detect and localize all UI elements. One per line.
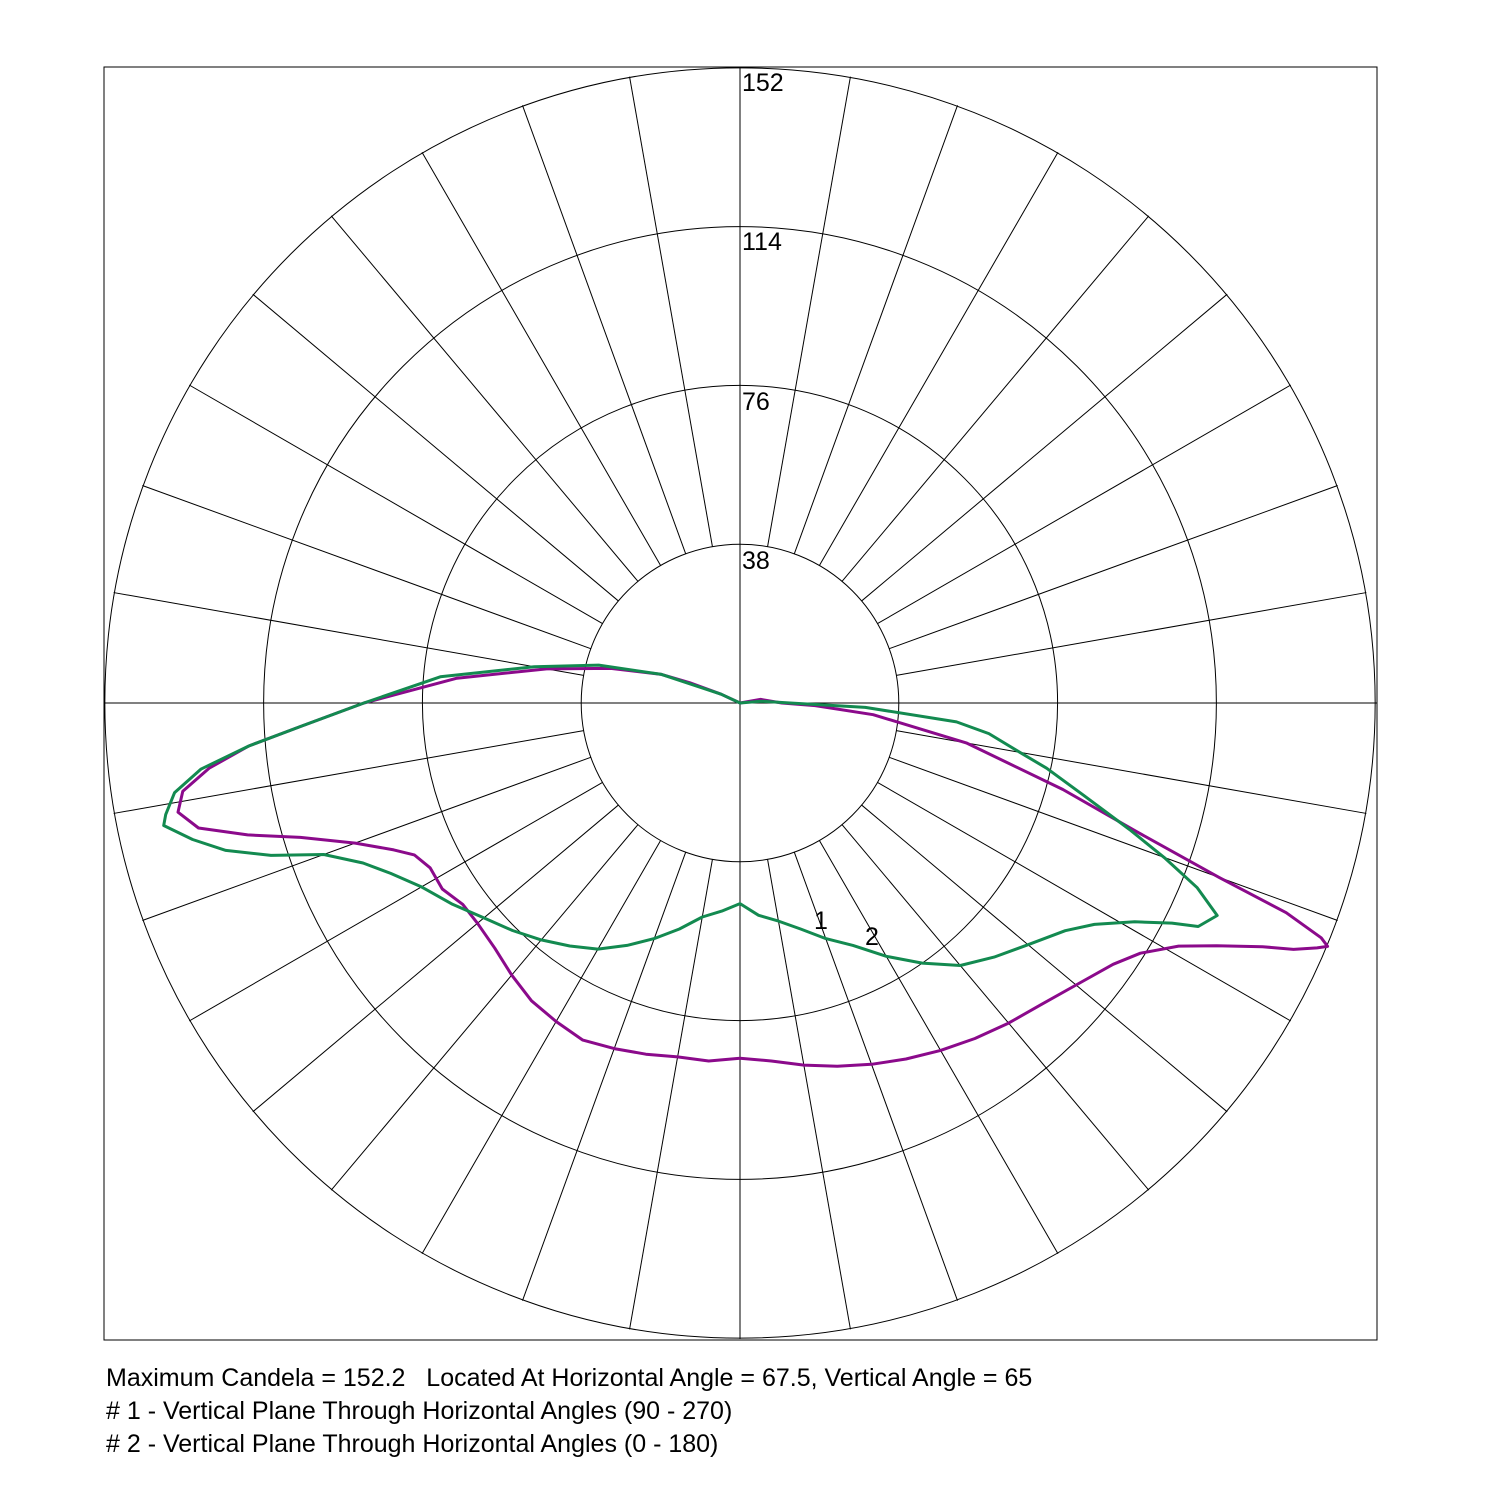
ring-label-114: 114 <box>742 228 782 256</box>
grid-spoke-110 <box>889 756 1338 921</box>
grid-spoke-150 <box>818 840 1059 1255</box>
grid-spoke-100 <box>896 730 1367 814</box>
grid-spoke-80 <box>896 592 1367 676</box>
grid-spoke-170 <box>767 859 851 1330</box>
series-2-caption: # 2 - Vertical Plane Through Horizontal … <box>106 1430 719 1458</box>
grid-spoke-120 <box>877 781 1292 1022</box>
grid-spoke-260 <box>113 730 584 814</box>
grid-spoke-250 <box>142 756 591 921</box>
ring-labels: 38 76 114 152 <box>742 69 784 575</box>
grid-spoke-210 <box>421 840 662 1255</box>
grid-spoke-230 <box>252 804 619 1113</box>
grid-spoke-300 <box>188 384 603 625</box>
curve-label-2: 2 <box>865 923 879 951</box>
grid-spoke-200 <box>522 852 687 1301</box>
grid-spoke-340 <box>522 105 687 554</box>
grid-spoke-330 <box>421 151 662 566</box>
grid-spoke-20 <box>793 105 958 554</box>
grid-spoke-140 <box>841 824 1150 1191</box>
grid-spoke-70 <box>889 485 1338 650</box>
curve-series-1 <box>176 666 1330 1068</box>
grid-spoke-220 <box>330 824 639 1191</box>
grid-spoke-190 <box>629 859 713 1330</box>
grid-spoke-30 <box>818 151 1059 566</box>
grid-spokes <box>104 67 1377 1339</box>
grid-spoke-10 <box>767 76 851 547</box>
grid-spoke-350 <box>629 76 713 547</box>
ring-label-152: 152 <box>742 69 784 97</box>
intensity-curves <box>162 663 1330 1068</box>
grid-spoke-290 <box>142 485 591 650</box>
grid-spoke-240 <box>188 781 603 1022</box>
grid-spoke-60 <box>877 384 1292 625</box>
curve-label-1: 1 <box>814 907 828 935</box>
grid-spoke-50 <box>861 293 1228 602</box>
series-1-caption: # 1 - Vertical Plane Through Horizontal … <box>106 1397 733 1425</box>
grid-spoke-280 <box>113 592 584 676</box>
max-candela-caption: Maximum Candela = 152.2 Located At Horiz… <box>106 1364 1033 1392</box>
grid-spoke-130 <box>861 804 1228 1113</box>
grid-spoke-40 <box>841 215 1150 582</box>
curve-series-2 <box>162 663 1219 967</box>
grid-spoke-160 <box>793 852 958 1301</box>
grid-spoke-310 <box>252 293 619 602</box>
ring-label-76: 76 <box>742 388 770 416</box>
grid-spoke-320 <box>330 215 639 582</box>
ring-label-38: 38 <box>742 547 770 575</box>
